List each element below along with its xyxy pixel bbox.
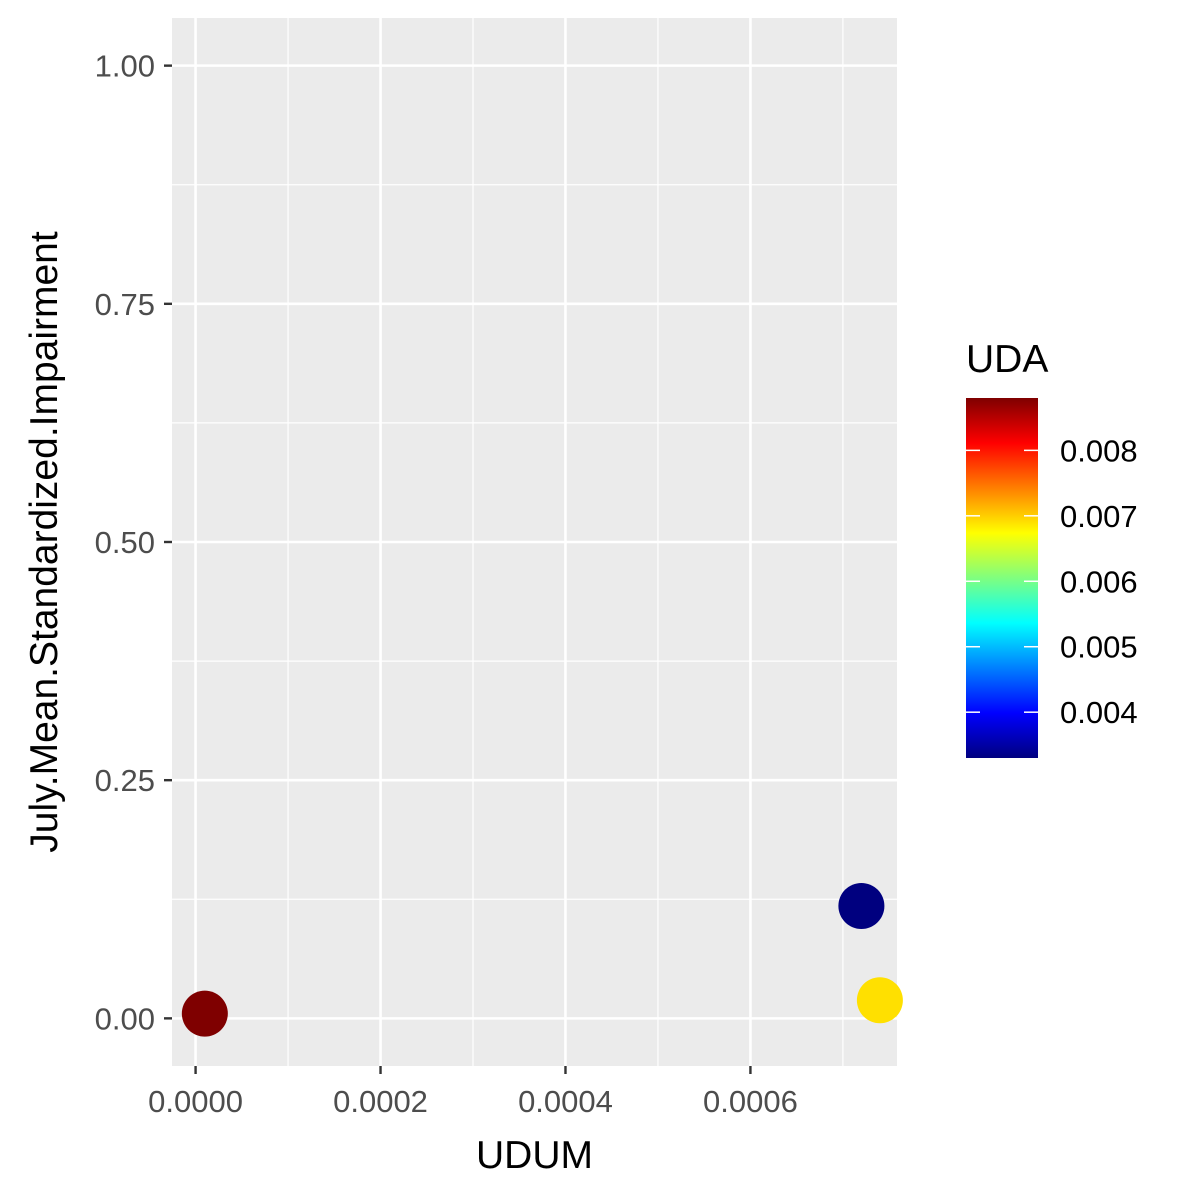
x-tick-label: 0.0004: [518, 1084, 613, 1119]
x-tick-label: 0.0000: [148, 1084, 243, 1119]
x-tick-label: 0.0002: [333, 1084, 428, 1119]
x-axis-title: UDUM: [476, 1134, 593, 1177]
colorbar-tick-label: 0.008: [1060, 433, 1138, 468]
y-tick-label: 0.75: [95, 287, 155, 322]
colorbar-tick-label: 0.004: [1060, 695, 1138, 730]
legend-title: UDA: [966, 338, 1048, 381]
y-tick-label: 0.25: [95, 763, 155, 798]
y-tick-label: 0.50: [95, 525, 155, 560]
colorbar-ticks: 0.004 0.005 0.006 0.007 0.008: [966, 433, 1138, 730]
colorbar-tick-label: 0.007: [1060, 499, 1138, 534]
y-tick-label: 0.00: [95, 1001, 155, 1036]
x-axis: 0.0000 0.0002 0.0004 0.0006: [148, 1066, 798, 1119]
data-point: [856, 977, 903, 1024]
y-axis-title: July.Mean.Standardized.Impairment: [23, 231, 66, 853]
data-points: [181, 882, 903, 1037]
colorbar: [966, 398, 1038, 758]
y-axis: 0.00 0.25 0.50 0.75 1.00: [95, 49, 172, 1036]
grid-major: [172, 18, 897, 1066]
colorbar-tick-label: 0.005: [1060, 630, 1138, 665]
x-tick-label: 0.0006: [703, 1084, 798, 1119]
data-point: [181, 990, 228, 1037]
colorbar-tick-label: 0.006: [1060, 564, 1138, 599]
y-tick-label: 1.00: [95, 49, 155, 84]
data-point: [838, 882, 885, 929]
color-legend: UDA 0.004 0.005 0.006 0.007 0.008: [966, 338, 1138, 758]
